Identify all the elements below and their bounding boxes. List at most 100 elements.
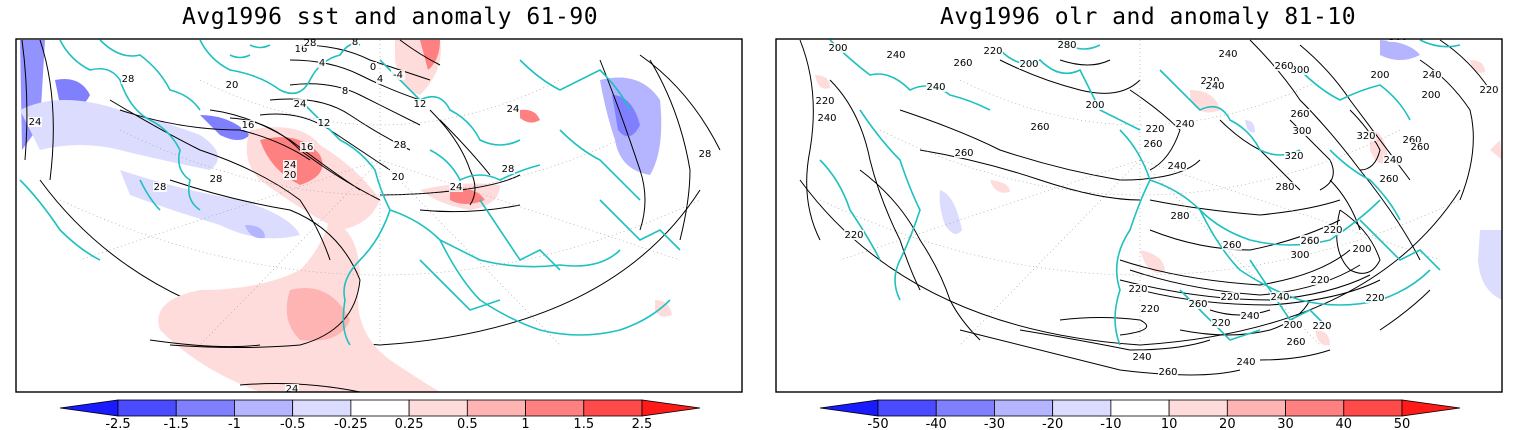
olr-contour-label: 280 [1275, 182, 1294, 193]
sst-contour-label: 28 [122, 74, 135, 85]
olr-contour-label: 240 [1236, 357, 1255, 368]
olr-colorbar-tick-label: 40 [1336, 417, 1353, 430]
sst-contour-label: 12 [414, 99, 427, 110]
sst-contour-label: 12 [318, 118, 331, 129]
olr-label-bg [1356, 131, 1376, 141]
olr-colorbar-segment [1168, 399, 1228, 417]
olr-contour-label: 260 [1143, 139, 1162, 150]
olr-label-bg [1132, 352, 1152, 362]
olr-colorbar-tick-label: -30 [984, 417, 1005, 430]
sst-contour-label: 24 [286, 384, 299, 395]
sst-colorbar-tick-label: 0.5 [457, 417, 478, 430]
olr-contour-label: 220 [1310, 275, 1329, 286]
olr-contour-label: 280 [1057, 40, 1076, 51]
olr-contour-label: 200 [1370, 70, 1389, 81]
olr-label-bg [1143, 139, 1163, 149]
olr-label-bg [1388, 39, 1408, 42]
olr-label-bg [1211, 318, 1231, 328]
olr-contour-label: 260 [1290, 109, 1309, 120]
olr-label-bg [1220, 292, 1240, 302]
olr-contour-label: 220 [1479, 85, 1498, 96]
olr-colorbar-tick-label: -20 [1042, 417, 1063, 430]
olr-contour-label: 260 [953, 58, 972, 69]
sst-colorbar-segment [583, 399, 643, 417]
sst-colorbar-high-arrow [641, 399, 701, 417]
olr-contour-label: 240 [817, 113, 836, 124]
sst-colorbar-segment [466, 399, 526, 417]
right-panel-title: Avg1996 olr and anomaly 81-10 [940, 4, 1357, 30]
sst-label-bg [225, 80, 239, 90]
sst-label-bg [413, 99, 427, 109]
coastlines-right [819, 39, 1461, 346]
olr-label-bg [1290, 250, 1310, 260]
olr-label-bg [1167, 161, 1187, 171]
anomaly-shading [20, 40, 672, 392]
sst-label-bg [153, 182, 167, 192]
sst-contour-label: 28 [699, 149, 712, 160]
sst-colorbar-segment [175, 399, 235, 417]
olr-contour-label: 220 [983, 46, 1002, 57]
olr-label-bg [1019, 59, 1039, 69]
olr-label-bg [983, 46, 1003, 56]
olr-contour-label: 200 [1085, 100, 1104, 111]
sst-contour-label: 28 [210, 174, 223, 185]
sst-label-bg [285, 384, 299, 392]
olr-contour-label: 280 [1170, 211, 1189, 222]
olr-contour-label: 240 [1383, 155, 1402, 166]
olr-colorbar-tick-label: -40 [926, 417, 947, 430]
olr-colorbar-segment [994, 399, 1054, 417]
sst-label-bg [501, 164, 515, 174]
right-map: 200 240 260 220 240 200 280 240 200 220 260 220 240 2… [775, 38, 1503, 393]
olr-label-bg [1312, 321, 1332, 331]
sst-label-bg [283, 170, 297, 180]
olr-label-bg [828, 43, 848, 53]
sst-label-bg [341, 86, 349, 96]
olr-contour-label: 260 [1300, 236, 1319, 247]
olr-contour-label: 320 [1284, 151, 1303, 162]
olr-contour-label: 240 [1240, 311, 1259, 322]
olr-colorbar-tick-label: -10 [1100, 417, 1121, 430]
sst-contour-label: 16 [295, 44, 308, 55]
olr-colorbar-tick-label: 20 [1219, 417, 1236, 430]
olr-label-bg [1370, 70, 1390, 80]
olr-contour-label: 260 [1379, 174, 1398, 185]
sst-contour-label: -4 [393, 70, 403, 81]
olr-contour-label: 260 [1222, 240, 1241, 251]
olr-label-bg [1057, 40, 1077, 50]
sst-contour-label: 24 [507, 104, 520, 115]
sst-contour-label: 24 [29, 117, 42, 128]
olr-colorbar-tick-label: 50 [1394, 417, 1411, 430]
olr-label-bg [1365, 293, 1385, 303]
sst-contour-label: 28 [154, 182, 167, 193]
sst-label-bg [317, 118, 331, 128]
olr-label-bg [1030, 122, 1050, 132]
olr-label-bg [1310, 275, 1330, 285]
olr-colorbar-segment [935, 399, 995, 417]
sst-label-bg [449, 182, 463, 192]
sst-label-bg [391, 172, 405, 182]
olr-contour-label: 300 [1290, 250, 1309, 261]
olr-colorbar-tick-label: -50 [867, 417, 888, 430]
olr-contour-label: 300 [1290, 65, 1309, 76]
olr-label-bg [1140, 304, 1160, 314]
olr-label-bg [1479, 85, 1499, 95]
olr-label-bg [886, 50, 906, 60]
olr-colorbar-tick-label: 30 [1277, 417, 1294, 430]
sst-colorbar-tick-label: -2.5 [105, 417, 130, 430]
sst-contour-label: 24 [294, 99, 307, 110]
olr-contour-label: 240 [1422, 70, 1441, 81]
olr-label-bg [1128, 284, 1148, 294]
olr-label-bg [1300, 236, 1320, 246]
olr-contour-label: 200 [1421, 90, 1440, 101]
sst-label-bg [241, 120, 255, 130]
sst-label-bg [393, 140, 407, 150]
olr-label-bg [817, 113, 837, 123]
olr-label-bg [1283, 320, 1303, 330]
olr-colorbar-tick-label: 10 [1161, 417, 1178, 430]
olr-contour-label: 260 [1274, 61, 1293, 72]
left-colorbar: -2.5 -1.5 -1 -0.5 -0.25 0.25 0.5 1 1.5 2.5 [59, 399, 701, 430]
olr-label-bg [1270, 292, 1290, 302]
olr-label-bg [1170, 211, 1190, 221]
